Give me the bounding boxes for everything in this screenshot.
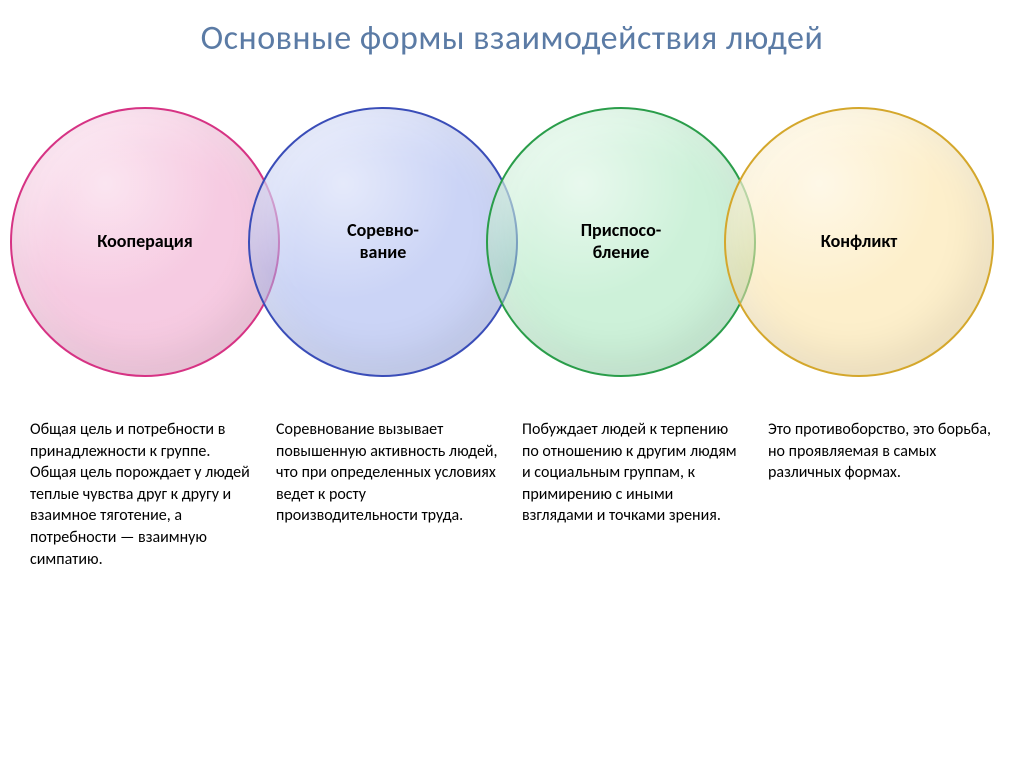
description-col-3: Это противоборство, это борьба, но прояв… <box>768 419 994 570</box>
circle-3: Конфликт <box>724 107 994 377</box>
description-col-0: Общая цель и потребности в принадлежност… <box>30 419 256 570</box>
description-col-2: Побуждает людей к терпению по отношению … <box>522 419 748 570</box>
page-title: Основные формы взаимодействия людей <box>0 0 1024 59</box>
circle-0: Кооперация <box>10 107 280 377</box>
description-col-1: Соревнование вызывает повышенную активно… <box>276 419 502 570</box>
descriptions-row: Общая цель и потребности в принадлежност… <box>0 419 1024 570</box>
circle-label-2: Приспосо- бление <box>581 220 662 263</box>
circle-2: Приспосо- бление <box>486 107 756 377</box>
circle-label-1: Соревно- вание <box>347 220 419 263</box>
circles-diagram: Кооперация Соревно- вание Приспосо- бление… <box>0 89 1024 409</box>
circle-label-0: Кооперация <box>97 231 193 253</box>
circle-1: Соревно- вание <box>248 107 518 377</box>
circle-label-3: Конфликт <box>821 231 898 253</box>
